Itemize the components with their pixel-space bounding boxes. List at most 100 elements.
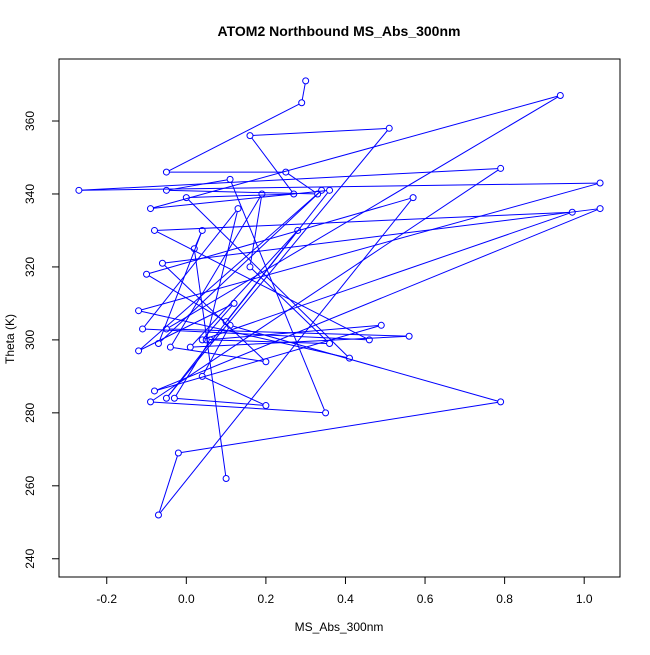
series-segment: [203, 327, 230, 374]
series-segment: [145, 328, 367, 341]
series-segment: [287, 173, 316, 193]
data-point: [409, 194, 417, 202]
y-tick-label: 360: [23, 111, 37, 131]
series-segment: [252, 127, 387, 136]
data-point: [170, 394, 178, 402]
series-segment: [81, 168, 498, 191]
data-point: [198, 336, 206, 344]
series-segment: [195, 233, 202, 247]
x-tick-label: 1.0: [576, 592, 593, 606]
series-segment: [158, 455, 178, 513]
series-segment: [206, 211, 238, 338]
x-tick-label: 0.6: [417, 592, 434, 606]
series-segment: [194, 251, 227, 476]
y-tick-label: 300: [23, 330, 37, 350]
data-point: [230, 299, 238, 307]
data-point: [302, 77, 310, 85]
data-point: [158, 259, 166, 267]
series-segment: [168, 103, 300, 172]
data-point: [143, 270, 151, 278]
data-point: [162, 325, 170, 333]
series-segment: [181, 401, 498, 453]
data-point: [135, 307, 143, 315]
chart-title: ATOM2 Northbound MS_Abs_300nm: [218, 23, 461, 39]
data-point: [596, 205, 604, 213]
series-segment: [213, 339, 327, 344]
series-segment: [251, 268, 328, 342]
data-point: [198, 372, 206, 380]
series-segment: [157, 325, 379, 391]
y-tick-label: 320: [23, 257, 37, 277]
data-point: [206, 336, 214, 344]
data-point: [198, 226, 206, 234]
data-point: [497, 398, 505, 406]
data-point: [568, 208, 576, 216]
data-point: [290, 190, 298, 198]
data-point: [150, 387, 158, 395]
data-point: [318, 186, 326, 194]
data-point: [154, 511, 162, 519]
series-segment: [159, 233, 202, 341]
data-point: [147, 398, 155, 406]
series-segment: [160, 192, 320, 342]
series-segment: [141, 310, 347, 358]
y-tick-label: 260: [23, 475, 37, 495]
series-segment: [203, 305, 233, 338]
y-axis: 240 260 280 300 320 340 360: [23, 111, 60, 569]
data-point: [226, 321, 234, 329]
data-point: [135, 347, 143, 355]
x-tick-label: 0.0: [178, 592, 195, 606]
series-segment: [227, 232, 297, 320]
data-point: [162, 186, 170, 194]
series-segment: [144, 210, 237, 327]
data-point: [326, 186, 334, 194]
series-segment: [232, 325, 498, 402]
y-axis-label: Theta (K): [3, 314, 17, 364]
data-point: [154, 340, 162, 348]
series-segment: [175, 342, 210, 396]
series-segment: [149, 197, 411, 274]
series-segment: [301, 83, 306, 100]
data-point: [282, 168, 290, 176]
series-segment: [81, 182, 598, 191]
data-point: [222, 475, 230, 483]
data-point: [365, 336, 373, 344]
series-segment: [157, 209, 598, 391]
series-segment: [177, 397, 263, 406]
data-point: [596, 179, 604, 187]
data-point: [262, 402, 270, 410]
series-segment: [251, 137, 293, 192]
y-tick-label: 280: [23, 403, 37, 423]
data-point: [326, 340, 334, 348]
series-segment: [153, 190, 327, 209]
data-point: [262, 358, 270, 366]
data-point: [222, 318, 230, 326]
series-segment: [169, 179, 228, 191]
data-point: [294, 226, 302, 234]
x-axis-label: MS_Abs_300nm: [295, 620, 384, 634]
data-point: [246, 263, 254, 271]
data-point: [258, 190, 266, 198]
y-tick-label: 340: [23, 184, 37, 204]
data-point: [150, 226, 158, 234]
data-point: [166, 343, 174, 351]
data-point: [385, 124, 393, 132]
series-segment: [165, 208, 598, 264]
series-segment: [141, 183, 598, 311]
series-segment: [140, 191, 320, 350]
x-tick-label: 0.8: [496, 592, 513, 606]
series-segment: [204, 377, 264, 405]
data-point: [556, 91, 564, 99]
data-point: [147, 205, 155, 213]
series-segment: [153, 95, 558, 209]
series-segment: [156, 231, 367, 339]
data-point: [190, 245, 198, 253]
data-point: [162, 168, 170, 176]
data-point: [314, 190, 322, 198]
data-point: [174, 449, 182, 457]
series-segment: [171, 196, 261, 345]
series-segment: [204, 212, 570, 340]
series-segment: [148, 275, 224, 321]
